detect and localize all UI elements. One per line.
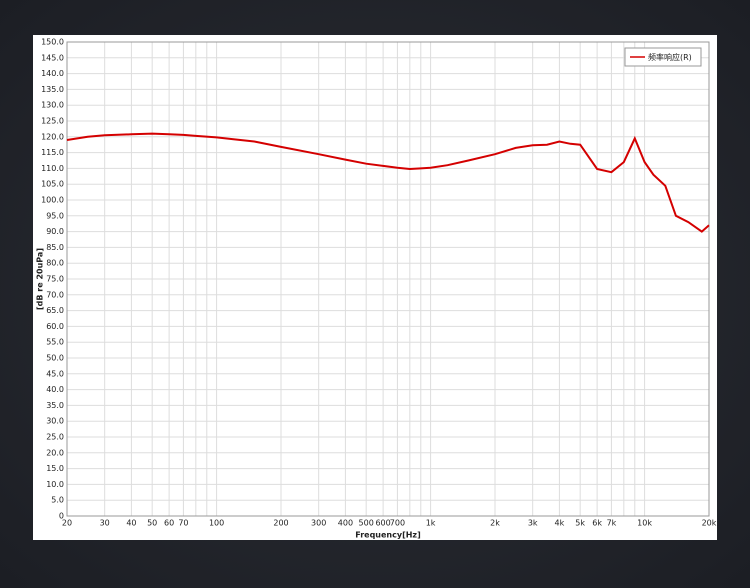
y-tick-label: 10.0 xyxy=(46,480,64,489)
x-tick-label: 70 xyxy=(178,519,188,528)
y-tick-label: 55.0 xyxy=(46,338,64,347)
y-tick-label: 30.0 xyxy=(46,417,64,426)
x-tick-label: 3k xyxy=(528,519,538,528)
y-tick-label: 15.0 xyxy=(46,464,64,473)
x-tick-label: 7k xyxy=(607,519,617,528)
x-tick-label: 4k xyxy=(555,519,565,528)
y-tick-label: 80.0 xyxy=(46,259,64,268)
x-tick-label: 40 xyxy=(126,519,136,528)
y-tick-label: 20.0 xyxy=(46,448,64,457)
x-axis-label: Frequency[Hz] xyxy=(355,531,421,540)
x-tick-label: 60 xyxy=(164,519,174,528)
y-tick-label: 65.0 xyxy=(46,306,64,315)
y-tick-label: 50.0 xyxy=(46,354,64,363)
y-tick-label: 135.0 xyxy=(41,85,64,94)
y-tick-label: 105.0 xyxy=(41,180,64,189)
y-tick-label: 5.0 xyxy=(51,496,64,505)
x-tick-label: 1k xyxy=(426,519,436,528)
y-tick-label: 45.0 xyxy=(46,369,64,378)
y-tick-label: 0 xyxy=(59,512,64,521)
y-tick-label: 115.0 xyxy=(41,148,64,157)
y-axis-label: [dB re 20uPa] xyxy=(36,248,45,310)
x-tick-label: 20k xyxy=(702,519,717,528)
y-tick-label: 90.0 xyxy=(46,227,64,236)
y-tick-label: 60.0 xyxy=(46,322,64,331)
panel xyxy=(33,35,717,540)
plot-frame xyxy=(66,41,710,517)
x-tick-label: 300 xyxy=(311,519,326,528)
x-tick-label: 100 xyxy=(209,519,224,528)
x-tick-label: 50 xyxy=(147,519,157,528)
x-tick-label: 20 xyxy=(62,519,72,528)
x-tick-label: 700 xyxy=(390,519,405,528)
x-tick-label: 5k xyxy=(575,519,585,528)
y-tick-label: 70.0 xyxy=(46,290,64,299)
y-tick-label: 25.0 xyxy=(46,433,64,442)
legend-label: 频率响应(R) xyxy=(648,52,692,62)
y-tick-label: 40.0 xyxy=(46,385,64,394)
y-tick-label: 110.0 xyxy=(41,164,64,173)
x-tick-label: 10k xyxy=(637,519,652,528)
x-tick-label: 600 xyxy=(375,519,390,528)
x-tick-label: 500 xyxy=(359,519,374,528)
y-tick-label: 85.0 xyxy=(46,243,64,252)
x-tick-label: 2k xyxy=(490,519,500,528)
y-tick-label: 120.0 xyxy=(41,132,64,141)
x-tick-label: 400 xyxy=(338,519,353,528)
data-line xyxy=(66,132,710,233)
x-tick-label: 200 xyxy=(273,519,288,528)
x-tick-label: 30 xyxy=(100,519,110,528)
legend-box xyxy=(624,47,702,67)
y-tick-label: 125.0 xyxy=(41,117,64,126)
y-tick-label: 145.0 xyxy=(41,53,64,62)
y-tick-label: 35.0 xyxy=(46,401,64,410)
y-tick-label: 130.0 xyxy=(41,101,64,110)
y-tick-label: 140.0 xyxy=(41,69,64,78)
x-tick-label: 6k xyxy=(592,519,602,528)
y-tick-label: 100.0 xyxy=(41,196,64,205)
y-tick-label: 75.0 xyxy=(46,275,64,284)
y-tick-label: 150.0 xyxy=(41,38,64,47)
y-tick-label: 95.0 xyxy=(46,211,64,220)
